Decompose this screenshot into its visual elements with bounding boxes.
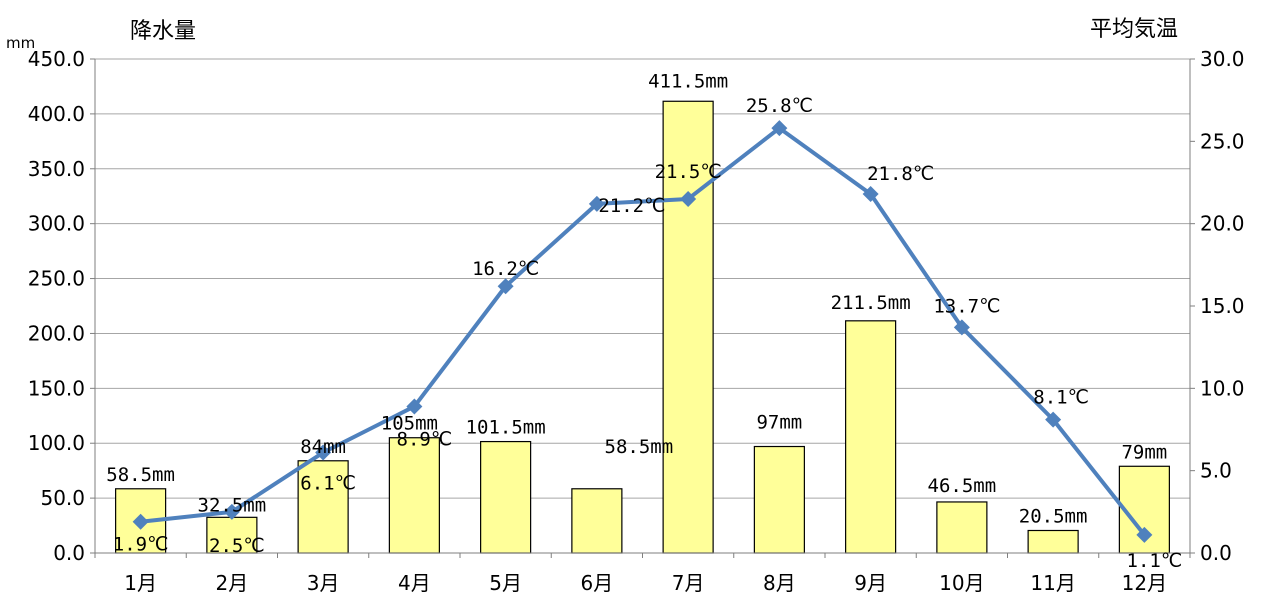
precipitation-label: 46.5mm: [928, 475, 997, 497]
temperature-marker: [680, 190, 697, 207]
temperature-line: [132, 120, 1153, 543]
precipitation-bars: [115, 100, 1170, 554]
left-tick-label: 300.0: [28, 212, 85, 236]
precipitation-label: 101.5mm: [466, 417, 546, 439]
temperature-marker: [223, 503, 240, 520]
right-tick-label: 25.0: [1200, 129, 1245, 153]
right-tick-label: 0.0: [1200, 541, 1232, 565]
precipitation-bar: [571, 488, 623, 554]
x-tick-label: 11月: [1030, 571, 1075, 595]
precipitation-bar: [936, 501, 988, 554]
precipitation-bar: [662, 100, 714, 554]
precipitation-bar: [1027, 529, 1079, 554]
precipitation-label: 97mm: [756, 412, 802, 434]
precipitation-label: 58.5mm: [605, 436, 674, 458]
left-axis-title: 降水量: [130, 19, 196, 44]
temperature-marker: [862, 186, 879, 203]
temperature-marker: [1045, 411, 1062, 428]
precipitation-label: 32.5mm: [198, 494, 267, 516]
temperature-marker: [588, 195, 605, 212]
temperature-marker: [315, 444, 332, 461]
precipitation-bar: [388, 437, 440, 554]
temperature-marker: [953, 319, 970, 336]
precipitation-label: 411.5mm: [648, 70, 728, 92]
temperature-label: 1.9℃: [113, 534, 169, 556]
axes: 0.0 50.0 100.0 150.0 200.0 250.0 300.0 350.0 400…: [28, 47, 1245, 595]
right-axis-title: 平均気温: [1090, 17, 1178, 42]
precipitation-label: 58.5mm: [106, 464, 175, 486]
right-tick-label: 15.0: [1200, 294, 1245, 318]
right-tick-label: 5.0: [1200, 459, 1232, 483]
precipitation-label: 211.5mm: [831, 292, 911, 314]
precipitation-bar: [845, 320, 897, 554]
gridlines: [95, 58, 1190, 499]
temperature-marker: [132, 513, 149, 530]
x-tick-label: 2月: [216, 571, 249, 595]
precipitation-label: 105mm: [381, 413, 438, 435]
precipitation-label: 20.5mm: [1019, 505, 1088, 527]
temperature-marker: [1136, 526, 1153, 543]
left-tick-label: 450.0: [28, 47, 85, 71]
temperature-label: 16.2℃: [472, 258, 539, 280]
temperature-label: 21.5℃: [655, 161, 722, 183]
left-axis-unit: mm: [6, 34, 35, 52]
left-tick-label: 250.0: [28, 267, 85, 291]
x-tick-label: 6月: [581, 571, 614, 595]
left-tick-label: 200.0: [28, 321, 85, 345]
x-tick-label: 10月: [939, 571, 984, 595]
left-tick-label: 50.0: [40, 486, 85, 510]
temperature-label: 8.1℃: [1033, 387, 1089, 409]
x-tick-label: 4月: [398, 571, 431, 595]
temperature-label: 8.9℃: [397, 428, 453, 450]
x-tick-label: 7月: [672, 571, 705, 595]
x-tick-label: 8月: [763, 571, 796, 595]
left-tick-label: 100.0: [28, 431, 85, 455]
precipitation-bar: [480, 440, 532, 554]
right-tick-label: 10.0: [1200, 376, 1245, 400]
left-tick-label: 0.0: [53, 541, 85, 565]
x-tick-label: 5月: [489, 571, 522, 595]
temperature-label: 21.8℃: [867, 163, 934, 185]
temperature-polyline: [140, 126, 1146, 537]
temperature-label: 13.7℃: [933, 295, 1000, 317]
x-tick-label: 9月: [854, 571, 887, 595]
temperature-label: 21.2℃: [598, 195, 665, 217]
precipitation-label: 84mm: [300, 436, 346, 458]
precipitation-bar: [753, 445, 805, 554]
data-labels: 58.5mm 32.5mm 84mm 105mm 101.5mm 58.5mm 411.5m…: [106, 70, 1182, 572]
precipitation-label: 79mm: [1121, 441, 1167, 463]
x-tick-label: 12月: [1122, 571, 1167, 595]
x-tick-label: 3月: [307, 571, 340, 595]
temperature-label: 1.1℃: [1127, 550, 1183, 572]
left-tick-label: 400.0: [28, 102, 85, 126]
temperature-label: 25.8℃: [746, 95, 813, 117]
temperature-marker: [771, 120, 788, 137]
left-tick-label: 350.0: [28, 157, 85, 181]
temperature-label: 6.1℃: [300, 473, 356, 495]
right-tick-label: 20.0: [1200, 212, 1245, 236]
temperature-marker: [406, 398, 423, 415]
left-tick-label: 150.0: [28, 376, 85, 400]
temperature-label: 2.5℃: [209, 535, 265, 557]
x-tick-label: 1月: [124, 571, 157, 595]
temperature-marker: [497, 278, 514, 295]
right-tick-label: 30.0: [1200, 47, 1245, 71]
